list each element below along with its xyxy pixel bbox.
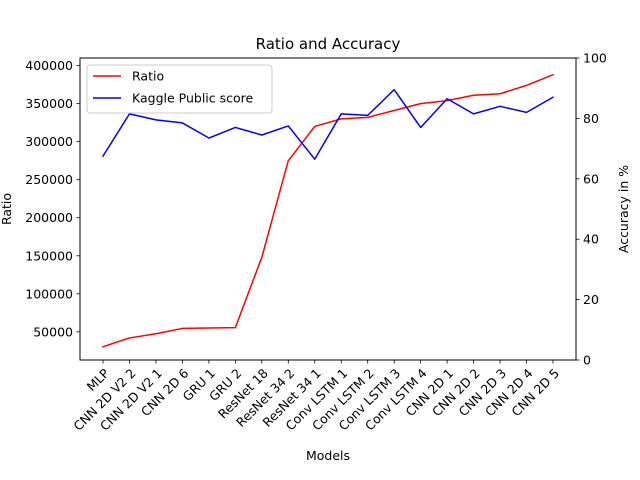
y-tick-label: 300000 (25, 134, 73, 149)
y-right-tick-label: 40 (583, 232, 599, 247)
series-layer (101, 73, 555, 348)
legend: Ratio Kaggle Public score (86, 64, 273, 114)
y-axis-title: Ratio (0, 193, 14, 225)
y-right-tick-label: 80 (583, 111, 599, 126)
y-right-tick-label: 0 (583, 353, 591, 368)
right-axis-ticks: 0 20 40 60 80 100 (576, 51, 607, 368)
series-line-kaggle-public-score (101, 88, 555, 160)
legend-label-ratio: Ratio (132, 69, 164, 84)
legend-box (86, 64, 273, 114)
legend-label-kaggle-public-score: Kaggle Public score (132, 91, 254, 106)
y-tick-label: 350000 (25, 96, 73, 111)
y-tick-label: 150000 (25, 248, 73, 263)
y-tick-label: 100000 (25, 286, 73, 301)
left-axis-ticks: 50000 100000 150000 200000 250000 300000 35000… (25, 58, 80, 339)
series-line-ratio (102, 73, 554, 348)
y-tick-label: 200000 (25, 210, 73, 225)
x-axis-title: Models (306, 448, 350, 463)
y-right-tick-label: 60 (583, 171, 599, 186)
y-right-tick-label: 20 (583, 292, 599, 307)
y-right-tick-label: 100 (583, 51, 607, 66)
chart-title: Ratio and Accuracy (256, 35, 401, 53)
y-right-axis-title: Accuracy in % (616, 165, 631, 253)
y-tick-label: 250000 (25, 172, 73, 187)
y-tick-label: 400000 (25, 58, 73, 73)
plot-frame (79, 57, 577, 361)
y-tick-label: 50000 (33, 324, 73, 339)
